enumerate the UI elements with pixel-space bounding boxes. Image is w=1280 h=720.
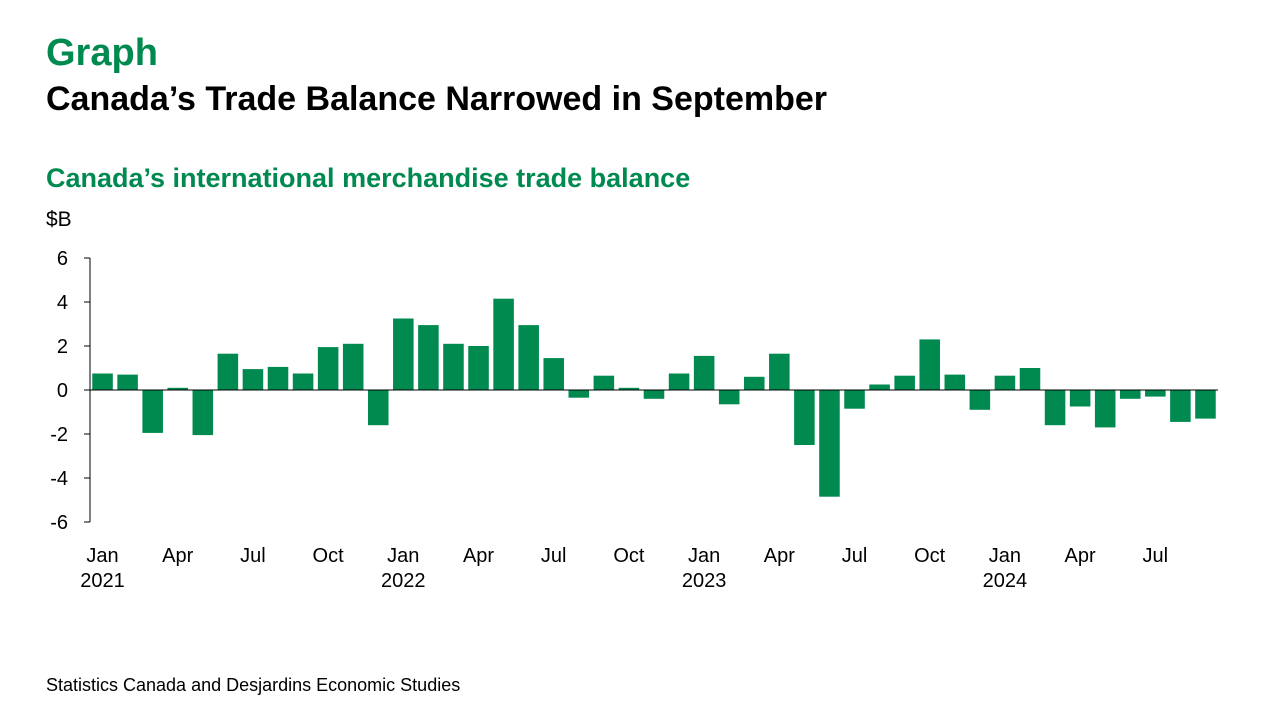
y-tick-label: 2 [57, 336, 68, 358]
bar-oct-2023 [919, 339, 941, 390]
x-tick-label: Oct [914, 545, 946, 567]
bar-feb-2024 [1019, 368, 1041, 390]
x-tick-label: Jan [688, 545, 720, 567]
bar-jan-2022 [393, 318, 414, 390]
chart-axes [89, 258, 1218, 522]
x-tick-label: Apr [162, 545, 193, 567]
bar-apr-2022 [468, 346, 489, 390]
bar-may-2024 [1094, 390, 1116, 428]
bar-feb-2021 [117, 374, 138, 390]
bar-mar-2024 [1044, 390, 1066, 426]
bar-may-2023 [794, 390, 815, 445]
x-tick-label: Jan [86, 545, 118, 567]
bar-nov-2023 [944, 374, 966, 390]
bar-sep-2021 [292, 373, 314, 390]
source-note: Statistics Canada and Desjardins Economi… [46, 675, 461, 695]
y-tick-label: -2 [50, 424, 68, 446]
bar-aug-2021 [267, 366, 289, 390]
y-tick-label: 0 [57, 380, 68, 402]
bar-series [92, 298, 1216, 497]
bar-oct-2022 [618, 387, 640, 390]
x-tick-label: Jul [541, 545, 567, 567]
bar-jun-2024 [1119, 390, 1141, 399]
bar-may-2022 [493, 298, 514, 390]
y-tick-label: 4 [57, 292, 68, 314]
page-title: Canada’s Trade Balance Narrowed in Septe… [46, 80, 828, 118]
x-tick-label: Apr [1065, 545, 1096, 567]
y-axis-ticks: 6 4 2 0 -2 -4 -6 [50, 248, 90, 534]
bar-apr-2023 [769, 353, 790, 390]
bar-jun-2021 [217, 353, 239, 390]
y-tick-label: 6 [57, 248, 68, 270]
x-tick-label: Apr [764, 545, 795, 567]
bar-dec-2022 [668, 373, 690, 390]
bar-aug-2024 [1170, 390, 1191, 422]
chart-title: Canada’s international merchandise trade… [46, 163, 691, 193]
bar-aug-2022 [568, 390, 590, 398]
bar-jan-2023 [693, 355, 715, 390]
x-tick-label: Jul [240, 545, 266, 567]
bar-jul-2023 [844, 390, 865, 409]
x-tick-label: Jan [989, 545, 1021, 567]
bar-jul-2021 [242, 369, 264, 390]
y-tick-label: -4 [50, 468, 68, 490]
bar-feb-2023 [718, 390, 740, 405]
bar-sep-2024 [1195, 390, 1216, 419]
bar-jul-2024 [1145, 390, 1166, 397]
bar-mar-2023 [743, 376, 765, 390]
x-tick-label: Apr [463, 545, 494, 567]
section-kicker: Graph [46, 32, 158, 74]
bar-apr-2024 [1069, 390, 1091, 407]
x-tick-year-label: 2023 [682, 570, 727, 592]
bar-sep-2022 [593, 375, 615, 390]
x-tick-year-label: 2024 [983, 570, 1028, 592]
x-tick-label: Oct [613, 545, 645, 567]
x-axis-ticks: Jan 2021 Apr Jul Oct Jan 2022 Apr Jul Oct Jan 2023 A… [80, 545, 1168, 592]
x-tick-year-label: 2021 [80, 570, 125, 592]
bar-oct-2021 [317, 347, 339, 390]
bar-sep-2023 [894, 375, 915, 390]
bar-apr-2021 [167, 387, 189, 390]
bar-dec-2023 [969, 390, 991, 410]
bar-mar-2021 [142, 390, 163, 433]
bar-jan-2021 [92, 373, 113, 390]
bar-nov-2022 [643, 390, 665, 399]
x-tick-label: Jan [387, 545, 419, 567]
bar-dec-2021 [367, 390, 389, 426]
bar-jun-2023 [819, 390, 840, 497]
bar-jun-2022 [518, 325, 539, 390]
bar-nov-2021 [342, 343, 364, 390]
bar-mar-2022 [443, 343, 464, 390]
bar-aug-2023 [869, 384, 890, 390]
bar-jan-2024 [994, 375, 1016, 390]
x-tick-label: Jul [1143, 545, 1169, 567]
x-tick-label: Jul [842, 545, 868, 567]
bar-feb-2022 [418, 325, 439, 390]
x-tick-year-label: 2022 [381, 570, 426, 592]
y-tick-label: -6 [50, 512, 68, 534]
y-axis-unit-label: $B [46, 208, 72, 231]
x-tick-label: Oct [313, 545, 345, 567]
bar-jul-2022 [543, 358, 565, 390]
bar-may-2021 [192, 390, 214, 436]
